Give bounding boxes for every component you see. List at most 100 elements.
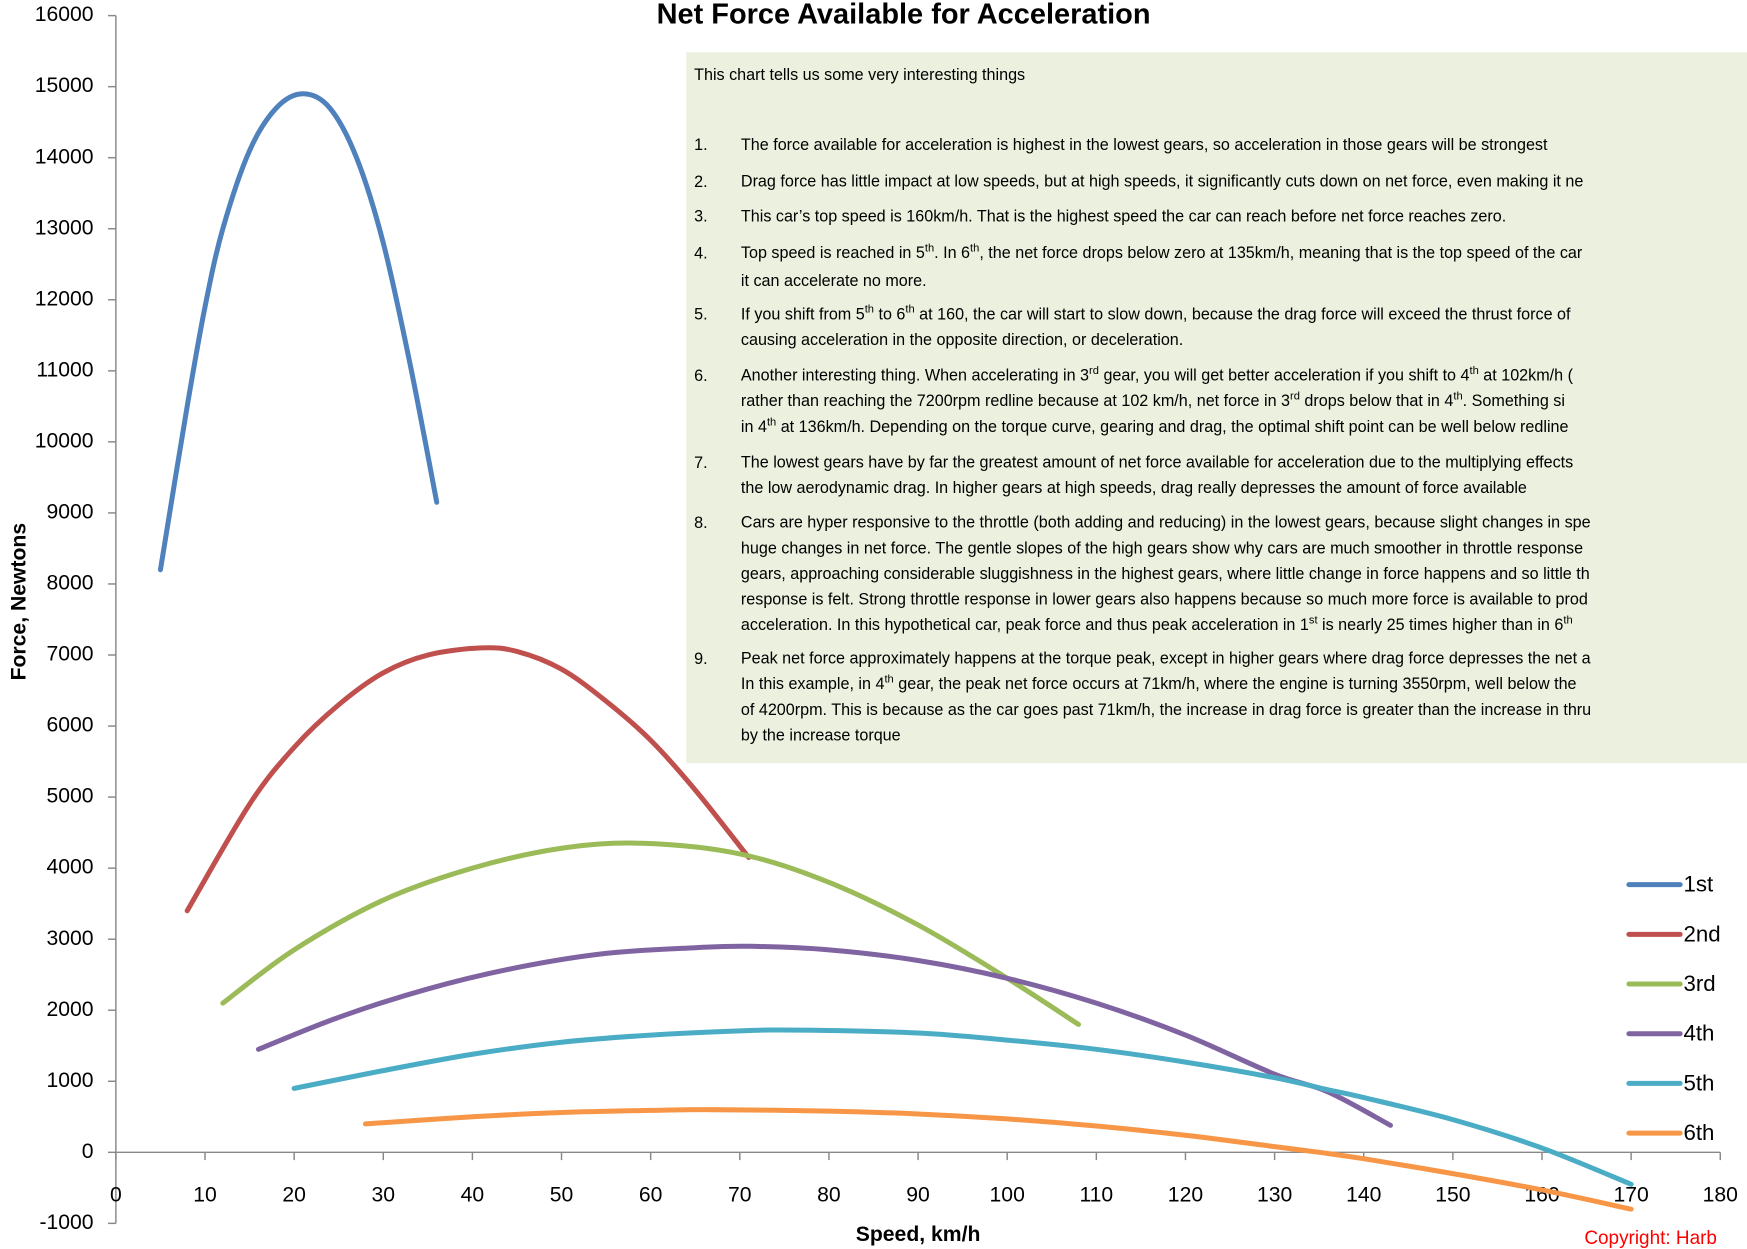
note-text: The force available for acceleration is … <box>741 136 1548 154</box>
y-tick-label: 5000 <box>47 785 94 808</box>
note-text: of 4200rpm. This is because as the car g… <box>741 701 1591 719</box>
y-tick-label: 3000 <box>47 927 94 950</box>
note-text: This car’s top speed is 160km/h. That is… <box>741 208 1506 226</box>
y-tick-label: 15000 <box>35 74 94 97</box>
y-tick-label: 4000 <box>47 856 94 879</box>
y-tick-label: 10000 <box>35 429 94 452</box>
y-tick-label: 12000 <box>35 287 94 310</box>
y-tick-label: 9000 <box>47 501 94 524</box>
x-tick-label: 70 <box>728 1183 752 1206</box>
note-number: 8. <box>694 514 707 532</box>
y-tick-label: 7000 <box>47 643 94 666</box>
note-text: If you shift from 5 <box>741 306 865 324</box>
note-text: In this example, in 4 <box>741 675 885 693</box>
x-tick-label: 10 <box>193 1183 217 1206</box>
note-text: the low aerodynamic drag. In higher gear… <box>741 479 1527 497</box>
note-text: it can accelerate no more. <box>741 272 927 290</box>
superscript: th <box>905 304 914 316</box>
note-line: in 4th at 136km/h. Depending on the torq… <box>741 416 1569 436</box>
note-text: by the increase torque <box>741 727 901 745</box>
legend-label: 2nd <box>1683 921 1720 946</box>
x-tick-label: 170 <box>1613 1183 1648 1206</box>
superscript: th <box>970 242 979 254</box>
note-number: 5. <box>694 306 707 324</box>
superscript: st <box>1309 615 1319 627</box>
y-tick-label: 13000 <box>35 216 94 239</box>
x-tick-label: 110 <box>1079 1183 1113 1206</box>
note-line: Peak net force approximately happens at … <box>741 650 1591 668</box>
note-text: Cars are hyper responsive to the throttl… <box>741 514 1591 532</box>
x-tick-label: 30 <box>371 1183 395 1206</box>
note-line: it can accelerate no more. <box>741 272 927 290</box>
x-axis-label: Speed, km/h <box>856 1223 981 1246</box>
note-line: the low aerodynamic drag. In higher gear… <box>741 479 1527 497</box>
x-tick-label: 120 <box>1168 1183 1203 1206</box>
x-tick-label: 0 <box>110 1183 122 1206</box>
note-text: Peak net force approximately happens at … <box>741 650 1591 668</box>
superscript: th <box>1470 365 1479 377</box>
x-tick-label: 80 <box>817 1183 841 1206</box>
note-line: causing acceleration in the opposite dir… <box>741 331 1183 349</box>
note-text: to 6 <box>874 306 905 324</box>
note-line: rather than reaching the 7200rpm redline… <box>741 391 1565 411</box>
note-text: acceleration. In this hypothetical car, … <box>741 616 1309 634</box>
x-tick-label: 60 <box>639 1183 663 1206</box>
note-number: 6. <box>694 367 707 385</box>
series-line <box>220 840 1082 1027</box>
x-tick-label: 40 <box>461 1183 485 1206</box>
note-line: of 4200rpm. This is because as the car g… <box>741 701 1591 719</box>
note-number: 3. <box>694 208 707 226</box>
note-line: Top speed is reached in 5th. In 6th, the… <box>741 242 1583 262</box>
y-axis-label: Force, Newtons <box>8 523 31 681</box>
note-text: . In 6 <box>934 244 970 262</box>
note-number: 9. <box>694 650 707 668</box>
note-line: Drag force has little impact at low spee… <box>741 173 1583 191</box>
legend-label: 5th <box>1683 1070 1714 1095</box>
superscript: th <box>767 416 776 428</box>
x-tick-label: 150 <box>1435 1183 1470 1206</box>
y-tick-label: 1000 <box>47 1069 94 1092</box>
legend-label: 3rd <box>1683 971 1715 996</box>
y-tick-label: 11000 <box>36 358 93 381</box>
x-tick-label: 90 <box>906 1183 930 1206</box>
note-line: Another interesting thing. When accelera… <box>741 365 1574 385</box>
superscript: th <box>925 242 934 254</box>
note-text: at 102km/h ( <box>1479 367 1574 385</box>
superscript: th <box>884 674 893 686</box>
note-line: acceleration. In this hypothetical car, … <box>741 615 1573 635</box>
series-line <box>362 1107 1634 1212</box>
note-number: 1. <box>694 136 707 154</box>
note-text: is nearly 25 times higher than in 6 <box>1318 616 1564 634</box>
superscript: th <box>865 304 874 316</box>
series-line <box>157 91 440 573</box>
note-text: rather than reaching the 7200rpm redline… <box>741 392 1290 410</box>
superscript: rd <box>1089 365 1099 377</box>
note-text: at 160, the car will start to slow down,… <box>915 306 1571 324</box>
y-tick-label: 6000 <box>47 714 94 737</box>
note-text: , the net force drops below zero at 135k… <box>979 244 1583 262</box>
note-number: 4. <box>694 244 707 262</box>
legend-label: 4th <box>1683 1021 1714 1046</box>
note-number: 7. <box>694 454 707 472</box>
note-text: gears, approaching considerable sluggish… <box>741 565 1590 583</box>
note-text: gear, the peak net force occurs at 71km/… <box>894 675 1577 693</box>
note-number: 2. <box>694 173 707 191</box>
superscript: th <box>1453 391 1462 403</box>
note-text: The lowest gears have by far the greates… <box>741 454 1573 472</box>
legend-label: 6th <box>1683 1120 1714 1145</box>
superscript: rd <box>1290 391 1300 403</box>
series-line <box>184 645 752 914</box>
superscript: th <box>1563 615 1572 627</box>
note-text: gear, you will get better acceleration i… <box>1099 367 1470 385</box>
note-text: . Something si <box>1463 392 1565 410</box>
note-line: This car’s top speed is 160km/h. That is… <box>741 208 1506 226</box>
note-text: Another interesting thing. When accelera… <box>741 367 1089 385</box>
note-text: in 4 <box>741 418 767 436</box>
note-text: causing acceleration in the opposite dir… <box>741 331 1183 349</box>
notes-box <box>686 52 1747 764</box>
notes-intro: This chart tells us some very interestin… <box>694 66 1025 84</box>
note-line: huge changes in net force. The gentle sl… <box>741 540 1583 558</box>
series-line <box>291 1027 1634 1187</box>
note-line: The lowest gears have by far the greates… <box>741 454 1573 472</box>
